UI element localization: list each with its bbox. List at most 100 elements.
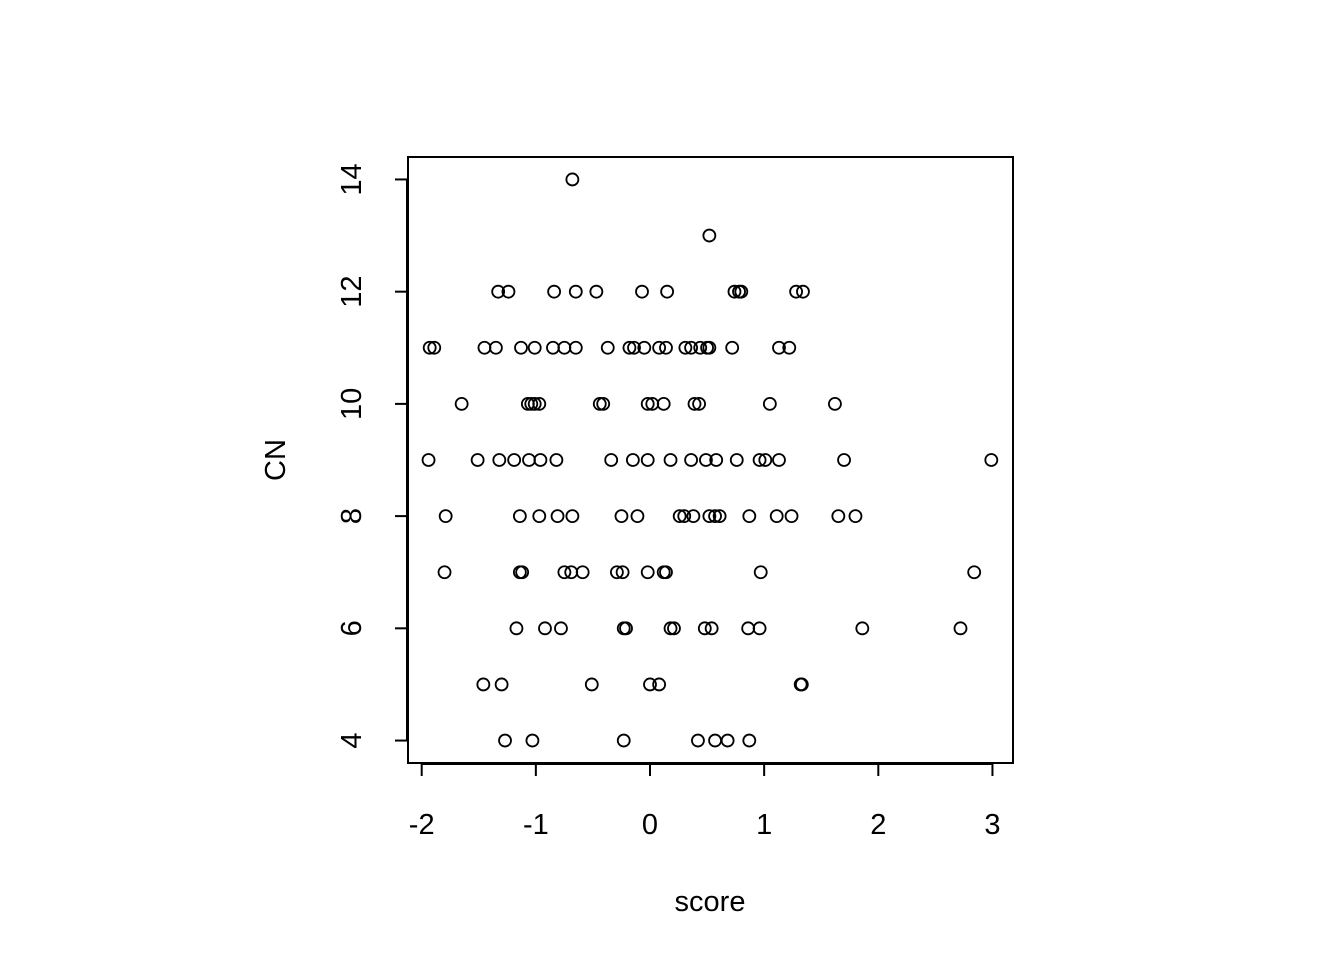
data-point (515, 565, 530, 580)
data-point (652, 677, 667, 692)
data-point (546, 340, 560, 355)
data-point (568, 284, 583, 299)
data-point (614, 509, 629, 524)
x-tick-label: -2 (409, 809, 435, 841)
data-point (630, 509, 645, 524)
data-point (532, 396, 547, 411)
data-point (532, 509, 547, 524)
data-point (477, 340, 492, 355)
data-point (619, 621, 633, 636)
y-tick-label: 8 (336, 508, 368, 524)
data-point (742, 733, 757, 748)
data-point (772, 453, 786, 467)
data-point (687, 396, 702, 411)
data-point (702, 340, 717, 355)
data-point (527, 340, 542, 355)
data-point (729, 453, 744, 467)
data-point (604, 453, 619, 467)
data-point (589, 284, 604, 299)
data-point (953, 621, 968, 636)
x-tick-label: 3 (984, 809, 1000, 841)
data-point (753, 565, 768, 580)
y-tick-label: 12 (336, 276, 368, 308)
data-point (438, 509, 453, 524)
data-point (772, 340, 786, 355)
data-point (640, 396, 655, 411)
data-point (525, 733, 540, 748)
data-point (702, 509, 717, 524)
data-point (734, 284, 749, 299)
data-point (635, 284, 649, 299)
data-point (656, 396, 671, 411)
data-point (622, 340, 637, 355)
data-point (652, 340, 667, 355)
data-point (712, 509, 727, 524)
data-point (725, 340, 740, 355)
data-point (509, 621, 524, 636)
y-tick-label: 4 (336, 732, 368, 748)
data-point (422, 340, 437, 355)
data-point (727, 284, 742, 299)
data-point (782, 340, 797, 355)
data-point (627, 340, 641, 355)
data-point (828, 396, 842, 411)
data-point (637, 340, 652, 355)
data-point (789, 284, 804, 299)
data-point (762, 396, 777, 411)
data-point (693, 340, 708, 355)
data-point (704, 621, 719, 636)
data-point (538, 621, 552, 636)
data-point (831, 509, 846, 524)
data-point (549, 453, 564, 467)
data-point (584, 677, 599, 692)
data-point (491, 284, 506, 299)
data-point (784, 509, 799, 524)
data-point (550, 509, 565, 524)
data-point (677, 509, 692, 524)
data-point (769, 509, 784, 524)
x-tick-label: 0 (642, 809, 658, 841)
data-point (663, 453, 678, 467)
data-point (848, 509, 863, 524)
data-point (565, 509, 580, 524)
y-axis-title: CN (260, 439, 292, 481)
data-point (554, 621, 568, 636)
data-point (708, 509, 722, 524)
data-point (660, 284, 675, 299)
data-point (794, 677, 809, 692)
data-point (492, 453, 507, 467)
x-axis-title: score (675, 886, 746, 918)
x-tick-label: -1 (523, 809, 549, 841)
data-point (742, 509, 757, 524)
data-point (855, 621, 870, 636)
data-point (498, 733, 512, 748)
data-point (741, 621, 756, 636)
data-point (476, 677, 491, 692)
data-point (427, 340, 442, 355)
data-point (984, 453, 999, 467)
data-point (640, 565, 655, 580)
data-point (640, 453, 655, 467)
data-point (684, 340, 698, 355)
data-points (421, 172, 999, 748)
data-point (709, 453, 724, 467)
x-tick-label: 1 (756, 809, 772, 841)
data-point (659, 565, 673, 580)
data-point (616, 733, 631, 748)
data-point (522, 453, 536, 467)
data-point (684, 453, 698, 467)
data-point (796, 284, 810, 299)
data-point (663, 621, 678, 636)
data-point (501, 284, 516, 299)
data-point (600, 340, 615, 355)
y-tick-label: 6 (336, 620, 368, 636)
data-point (692, 396, 706, 411)
data-point (609, 565, 624, 580)
data-point (524, 396, 539, 411)
data-point (837, 453, 851, 467)
data-point (488, 340, 503, 355)
data-point (686, 509, 701, 524)
data-point (752, 453, 767, 467)
x-tick-label: 2 (870, 809, 886, 841)
